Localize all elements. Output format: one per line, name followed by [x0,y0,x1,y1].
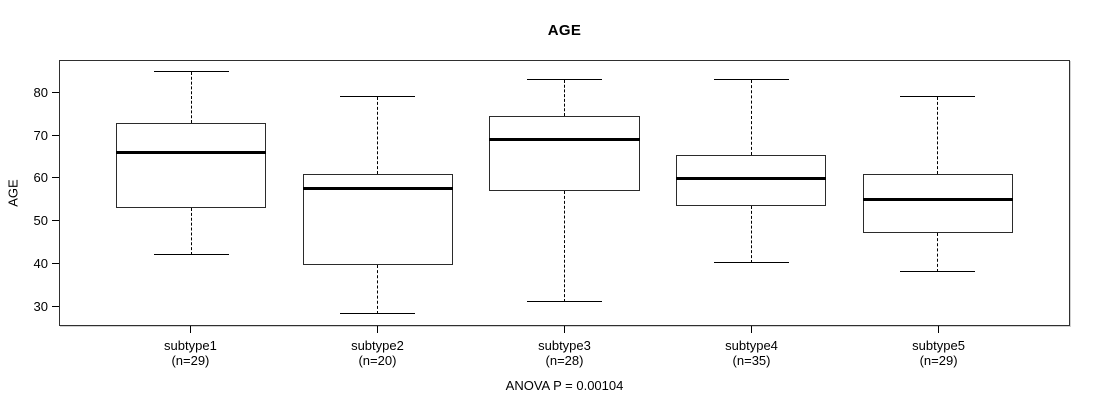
x-tick-label: subtype3 [538,338,591,353]
x-tick-sublabel: (n=29) [171,353,210,368]
whisker-upper-line [377,97,379,174]
y-axis-label: AGE [5,179,21,207]
whisker-lower-line [377,265,379,315]
y-tick [52,220,59,222]
y-tick-label: 80 [33,84,48,100]
whisker-upper-line [190,71,192,123]
y-tick-label: 30 [33,299,48,315]
whisker-lower-cap [713,262,789,264]
y-tick-label: 50 [33,213,48,229]
median-line [675,176,827,180]
anova-annotation: ANOVA P = 0.00104 [505,378,624,393]
x-label-block-subtype5: subtype5 (n=29) [869,338,1009,368]
x-tick-sublabel: (n=20) [358,353,397,368]
whisker-upper-line [564,80,565,117]
box-group-subtype2 [60,61,1069,325]
median-line [862,197,1013,201]
box-rect [489,116,640,191]
x-tick-sublabel: (n=29) [919,353,958,368]
y-tick [52,263,59,265]
y-tick [52,177,59,179]
whisker-upper-line [750,80,752,155]
y-tick [52,306,59,308]
x-label-block-subtype3: subtype3 (n=28) [495,338,635,368]
plot-area [59,60,1070,326]
y-tick [52,134,59,136]
whisker-lower-cap [900,270,976,272]
x-tick-label: subtype2 [351,338,404,353]
whisker-lower-line [750,205,752,264]
whisker-upper-cap [900,96,976,98]
median-line [489,138,640,142]
box-group-subtype5 [60,61,1069,325]
chart-title: AGE [547,22,582,39]
x-tick-sublabel: (n=28) [545,353,584,368]
x-tick-label: subtype1 [164,338,217,353]
whisker-lower-cap [340,313,416,315]
y-tick [52,91,59,93]
box-group-subtype3 [60,61,1069,325]
x-label-block-subtype4: subtype4 (n=35) [682,338,822,368]
whisker-upper-cap [526,79,603,81]
x-tick [938,326,940,333]
x-tick [564,326,565,333]
whisker-upper-cap [153,70,229,72]
whisker-upper-cap [340,96,416,98]
whisker-lower-line [564,190,565,302]
median-line [115,151,267,155]
x-tick [189,326,191,333]
x-tick-sublabel: (n=35) [732,353,771,368]
y-tick-label: 40 [33,256,48,272]
median-line [302,187,453,191]
x-tick [751,326,753,333]
x-tick-label: subtype4 [725,338,778,353]
x-label-block-subtype1: subtype1 (n=29) [120,338,260,368]
box-rect [862,173,1013,234]
whisker-lower-cap [526,300,603,302]
x-tick-label: subtype5 [912,338,965,353]
whisker-upper-cap [713,79,789,81]
x-label-block-subtype2: subtype2 (n=20) [307,338,447,368]
whisker-lower-cap [153,253,229,255]
whisker-upper-line [937,97,939,174]
box-group-subtype4 [60,61,1069,325]
box-rect [115,122,267,208]
whisker-lower-line [190,207,192,255]
box-group-subtype1 [60,61,1069,325]
y-tick-label: 70 [33,127,48,143]
box-rect [675,154,827,206]
whisker-lower-line [937,233,939,272]
x-tick [376,326,378,333]
